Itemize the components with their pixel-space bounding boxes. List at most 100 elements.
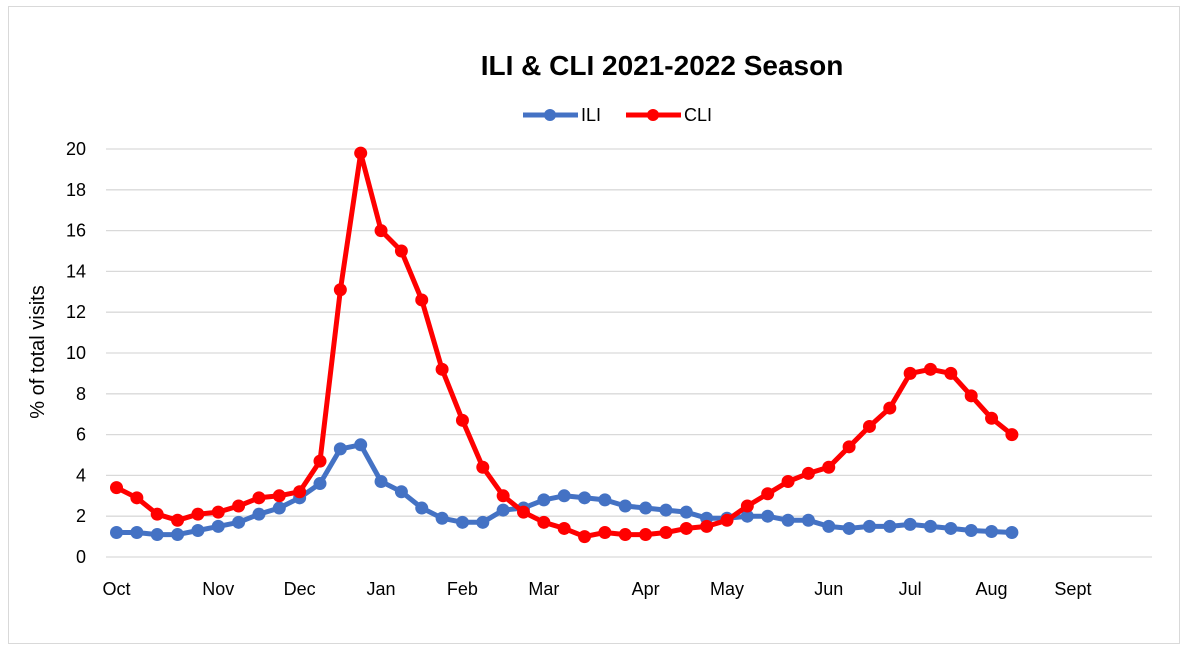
y-tick-label: 10 <box>66 343 86 363</box>
data-point-cli <box>252 491 266 505</box>
data-point-ili <box>1005 526 1019 540</box>
data-point-ili <box>924 519 937 533</box>
data-point-ili <box>130 526 144 540</box>
y-tick-label: 0 <box>76 547 86 567</box>
data-point-ili <box>496 503 510 517</box>
x-tick-label: Oct <box>102 579 130 599</box>
data-point-cli <box>455 413 469 427</box>
data-point-ili <box>822 519 836 533</box>
data-point-ili <box>578 491 592 505</box>
y-tick-label: 2 <box>76 506 86 526</box>
data-point-cli <box>700 519 714 533</box>
x-tick-label: Feb <box>447 579 478 599</box>
data-point-ili <box>639 501 653 515</box>
data-point-cli <box>130 491 144 505</box>
data-point-cli <box>557 521 571 535</box>
data-point-cli <box>150 507 164 521</box>
data-point-cli <box>862 419 876 433</box>
y-tick-label: 16 <box>66 221 86 241</box>
data-point-cli <box>720 513 734 527</box>
data-point-ili <box>761 509 775 523</box>
data-point-cli <box>618 528 632 542</box>
data-point-ili <box>435 511 449 525</box>
data-point-cli <box>110 481 123 495</box>
data-point-ili <box>862 519 876 533</box>
data-point-ili <box>232 515 246 529</box>
data-point-ili <box>252 507 266 521</box>
legend-ili-marker <box>544 109 556 121</box>
y-tick-label: 12 <box>66 302 86 322</box>
data-point-cli <box>801 466 815 480</box>
data-point-ili <box>211 519 225 533</box>
y-tick-label: 6 <box>76 425 86 445</box>
data-point-cli <box>578 530 592 544</box>
data-point-cli <box>313 454 327 468</box>
data-point-cli <box>272 489 286 503</box>
data-point-ili <box>557 489 571 503</box>
data-point-cli <box>740 499 754 513</box>
chart-frame <box>8 6 1180 644</box>
data-point-cli <box>822 460 836 474</box>
data-point-cli <box>883 401 897 415</box>
data-point-cli <box>639 528 653 542</box>
data-point-ili <box>150 528 164 542</box>
data-point-cli <box>191 507 205 521</box>
data-point-ili <box>944 521 958 535</box>
y-tick-label: 18 <box>66 180 86 200</box>
data-point-ili <box>659 503 673 517</box>
gridlines <box>106 148 1152 558</box>
y-tick-label: 14 <box>66 261 86 281</box>
data-point-cli <box>293 485 307 499</box>
data-point-ili <box>883 519 897 533</box>
data-point-ili <box>333 442 347 456</box>
data-point-cli <box>374 224 388 238</box>
data-point-cli <box>394 244 408 258</box>
data-point-ili <box>842 521 856 535</box>
legend-cli-label: CLI <box>684 105 712 125</box>
data-point-ili <box>537 493 551 507</box>
x-tick-label: Aug <box>976 579 1008 599</box>
x-tick-label: Jul <box>899 579 922 599</box>
data-point-cli <box>842 440 856 454</box>
data-point-ili <box>110 526 123 540</box>
data-point-cli <box>924 362 937 376</box>
data-point-cli <box>232 499 246 513</box>
data-point-ili <box>455 515 469 529</box>
series-ili <box>110 438 1019 542</box>
data-point-ili <box>598 493 612 507</box>
x-tick-label: Jan <box>367 579 396 599</box>
data-point-cli <box>679 521 693 535</box>
y-axis-label: % of total visits <box>27 285 49 418</box>
x-tick-label: Mar <box>528 579 559 599</box>
series-cli <box>110 146 1019 544</box>
x-tick-label: Apr <box>632 579 660 599</box>
data-point-ili <box>618 499 632 513</box>
x-axis-ticks: Oct Nov Dec Jan Feb Mar Apr May Jun Jul Aug Sept <box>102 579 1091 599</box>
data-point-cli <box>354 146 368 160</box>
data-point-ili <box>964 523 978 537</box>
data-point-ili <box>985 525 999 538</box>
y-tick-label: 4 <box>76 465 86 485</box>
chart-title: ILI & CLI 2021-2022 Season <box>481 50 844 81</box>
x-tick-label: Jun <box>814 579 843 599</box>
data-point-cli <box>171 513 185 527</box>
data-point-cli <box>537 515 551 529</box>
data-point-cli <box>415 293 429 307</box>
data-point-ili <box>272 501 286 515</box>
y-tick-label: 8 <box>76 384 86 404</box>
data-point-cli <box>903 366 917 380</box>
data-point-ili <box>476 515 490 529</box>
data-point-cli <box>476 460 490 474</box>
data-point-cli <box>985 411 999 425</box>
data-point-cli <box>496 489 510 503</box>
data-point-ili <box>374 475 388 489</box>
data-point-ili <box>801 513 815 527</box>
data-point-cli <box>964 389 978 403</box>
data-point-cli <box>761 487 775 501</box>
data-point-ili <box>740 509 754 523</box>
data-point-ili <box>171 528 185 542</box>
data-point-cli <box>944 366 958 380</box>
y-axis-ticks: 0 2 4 6 8 10 12 14 16 18 20 <box>66 139 86 567</box>
y-tick-label: 20 <box>66 139 86 159</box>
